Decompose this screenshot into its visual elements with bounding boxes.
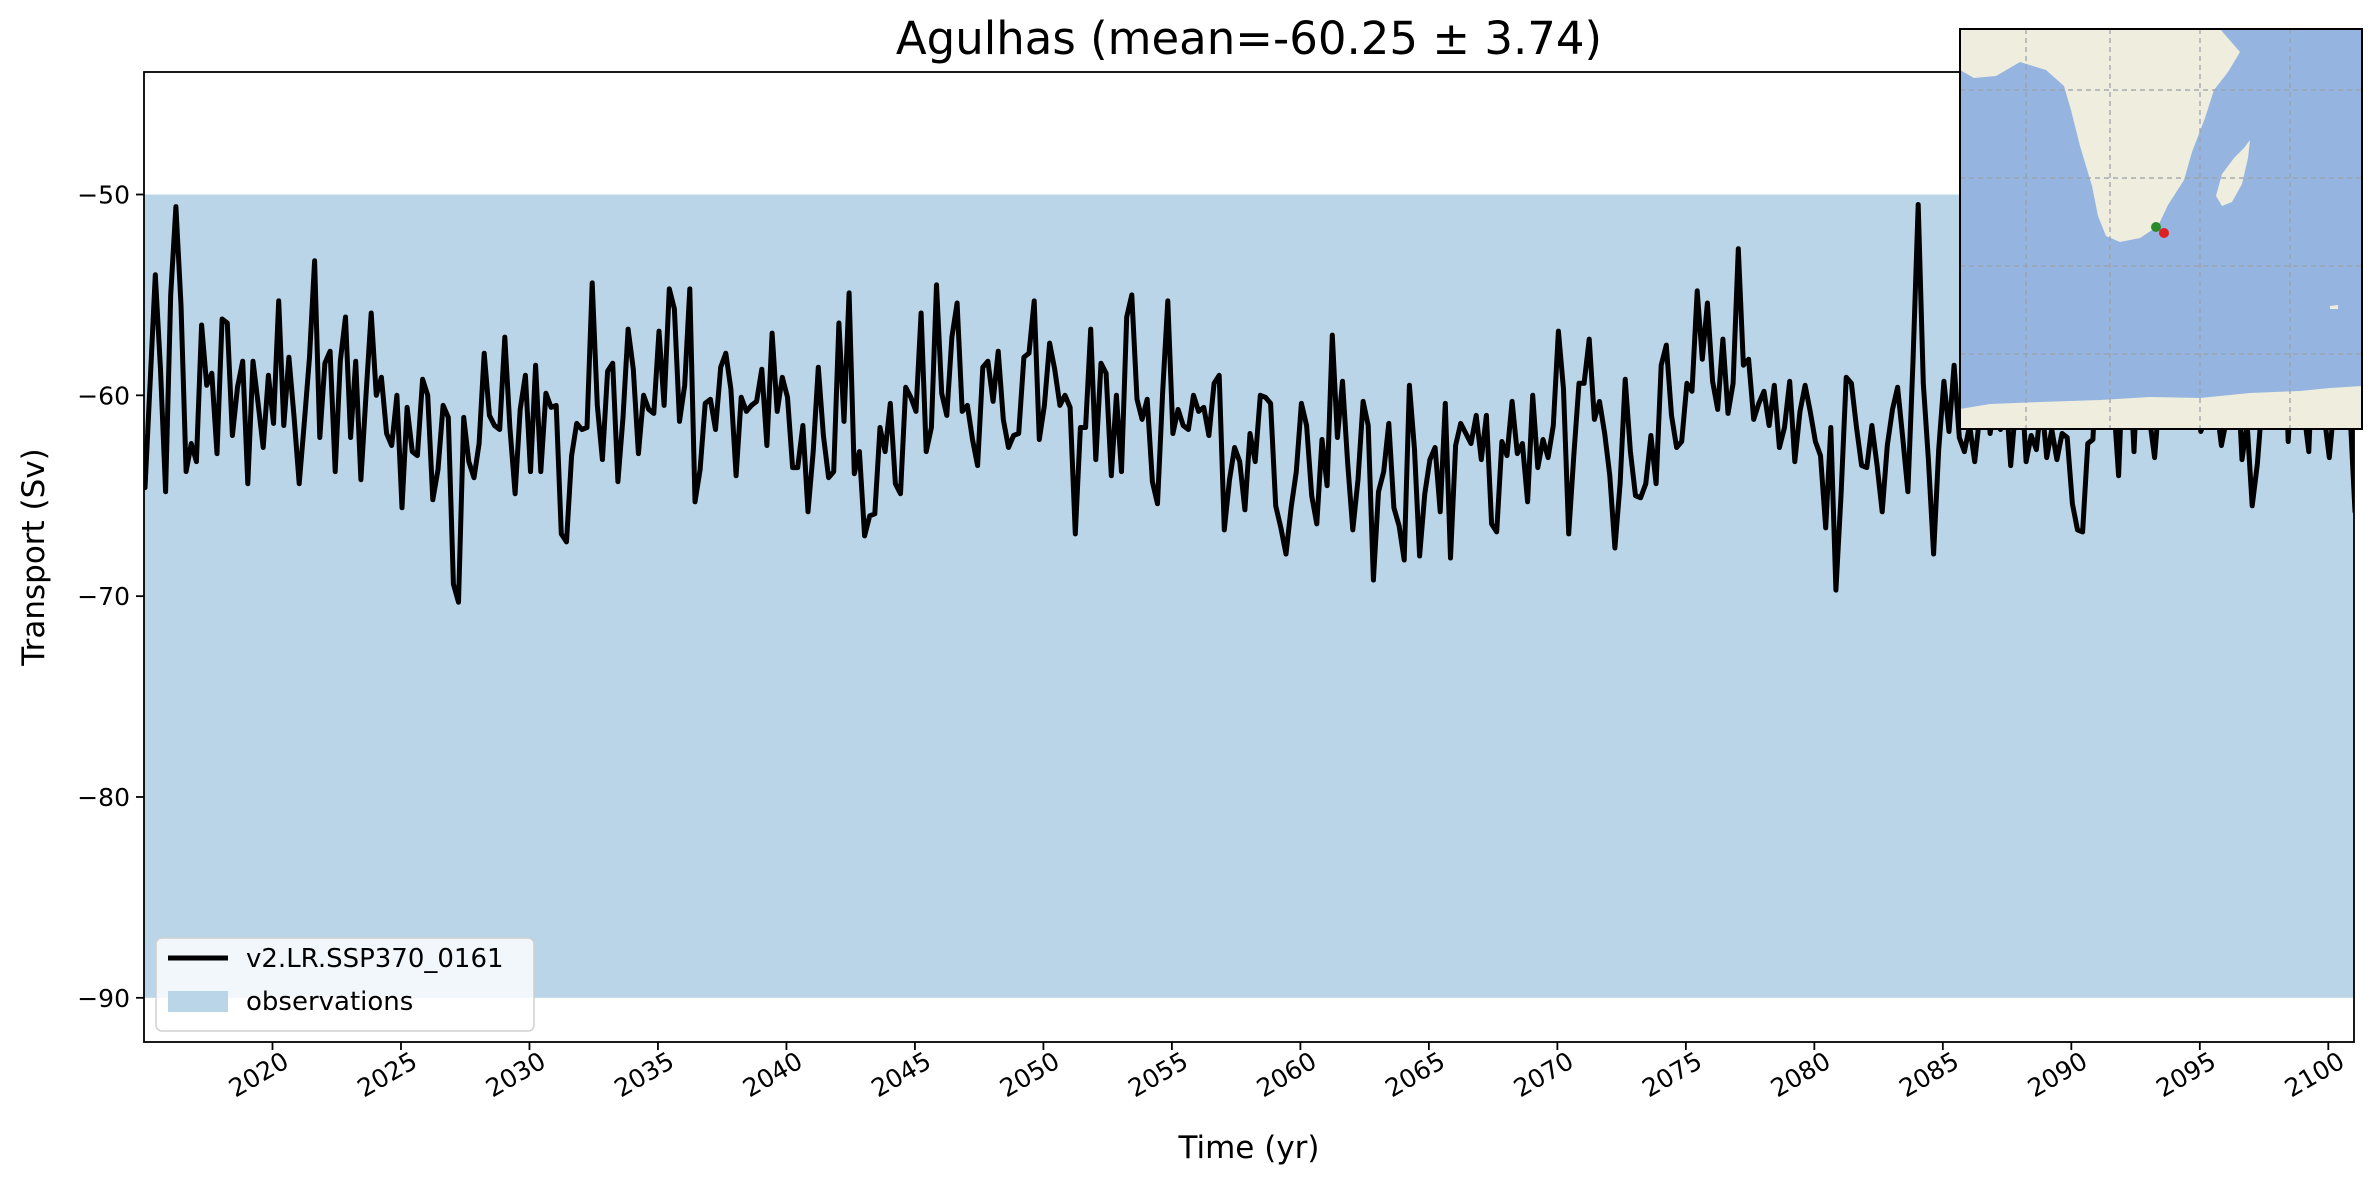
x-tick-label: 2040 <box>738 1046 808 1103</box>
plot-frame <box>143 71 2355 1043</box>
x-tick-label: 2020 <box>224 1046 294 1103</box>
x-tick-label: 2080 <box>1766 1046 1836 1103</box>
x-axis-ticks: 2020 2025 2030 2035 2040 2045 2050 2055 2060 2065… <box>224 1042 2349 1103</box>
x-tick-label: 2050 <box>995 1046 1065 1103</box>
x-tick-label: 2060 <box>1252 1046 1322 1103</box>
x-tick-label: 2085 <box>1894 1046 1964 1103</box>
x-tick-label: 2090 <box>2023 1046 2093 1103</box>
chart-title: Agulhas (mean=-60.25 ± 3.74) <box>896 12 1602 65</box>
x-tick-label: 2065 <box>1380 1046 1450 1103</box>
x-tick-label: 2045 <box>866 1046 936 1103</box>
inset-map-end-point <box>2159 228 2169 238</box>
y-axis-label: Transport (Sv) <box>16 448 52 667</box>
inset-map <box>1959 28 2363 430</box>
legend-box <box>155 937 535 1032</box>
inset-map-madagascar <box>2216 140 2250 206</box>
x-tick-label: 2035 <box>609 1046 679 1103</box>
legend-label-observations: observations <box>246 987 413 1017</box>
y-tick-label: −60 <box>77 381 130 410</box>
x-axis-label: Time (yr) <box>1178 1130 1320 1166</box>
y-tick-label: −70 <box>77 582 130 611</box>
x-tick-label: 2055 <box>1123 1046 1193 1103</box>
x-tick-label: 2095 <box>2151 1046 2221 1103</box>
inset-map-start-point <box>2151 222 2161 232</box>
x-tick-label: 2100 <box>2280 1046 2350 1103</box>
legend-patch-swatch <box>168 991 228 1012</box>
legend: v2.LR.SSP370_0161 observations <box>155 937 535 1032</box>
x-tick-label: 2030 <box>481 1046 551 1103</box>
series-line-v2-lr-ssp370-0161 <box>144 202 2354 605</box>
x-tick-label: 2075 <box>1637 1046 1707 1103</box>
inset-map-africa <box>1960 29 2240 242</box>
x-tick-label: 2025 <box>352 1046 422 1103</box>
x-tick-label: 2070 <box>1509 1046 1579 1103</box>
inset-map-island <box>2330 305 2338 309</box>
y-tick-label: −80 <box>77 783 130 812</box>
legend-label-series: v2.LR.SSP370_0161 <box>246 944 504 974</box>
inset-map-grid <box>1960 29 2362 429</box>
y-tick-label: −90 <box>77 984 130 1013</box>
y-axis-ticks: −90 −80 −70 −60 −50 <box>77 181 144 1013</box>
y-tick-label: −50 <box>77 181 130 210</box>
inset-map-frame <box>1959 28 2363 430</box>
inset-map-antarctica <box>1960 386 2362 429</box>
